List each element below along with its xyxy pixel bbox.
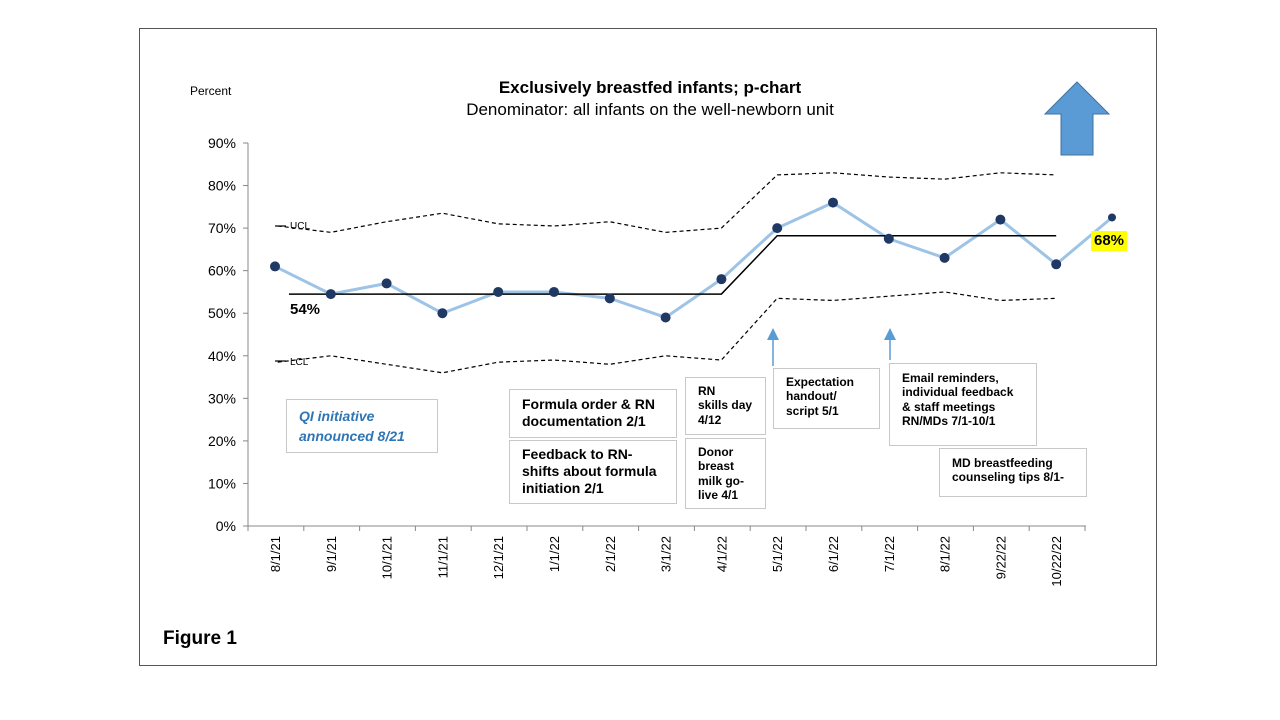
chart-title: Exclusively breastfed infants; p-chart	[499, 78, 802, 97]
y-tick-label: 30%	[208, 390, 236, 406]
x-tick-label: 10/1/21	[380, 536, 395, 579]
x-tick-label: 2/1/22	[603, 536, 618, 572]
data-point	[716, 274, 727, 285]
data-point	[437, 308, 448, 319]
annotation-line: breast	[698, 459, 735, 474]
annotation-line: RN/MDs 7/1-10/1	[902, 414, 996, 429]
data-point	[1108, 213, 1116, 222]
data-point	[325, 289, 336, 300]
data-point	[549, 286, 559, 297]
x-tick-label: 10/22/22	[1049, 536, 1064, 587]
lcl-label: LCL	[290, 357, 309, 368]
y-tick-label: 50%	[208, 305, 236, 321]
annotation-line: script 5/1	[786, 403, 839, 418]
axes	[247, 143, 1086, 527]
annotation-line: Expectation	[786, 375, 855, 389]
data-point	[1051, 259, 1062, 270]
up-arrow-icon	[1043, 81, 1111, 156]
figure-label: Figure 1	[163, 628, 237, 649]
series-ucl-line	[277, 172, 1057, 233]
y-axis-label: Percent	[190, 84, 232, 98]
x-tick-label: 8/1/22	[938, 536, 953, 572]
data-point	[772, 223, 783, 234]
annotation-rn-skills: RN skills day 4/12	[685, 377, 766, 435]
chart-subtitle: Denominator: all infants on the well-new…	[466, 100, 834, 119]
data-point	[493, 286, 504, 297]
series-lcl-line	[277, 291, 1057, 374]
series-lines	[274, 172, 1113, 374]
annotation-formula-order: Formula order & RN documentation 2/1	[509, 389, 677, 438]
data-point	[660, 312, 671, 323]
data-point	[604, 293, 615, 304]
x-tick-label: 3/1/22	[659, 536, 674, 572]
annotation-expectation: Expectation handout/ script 5/1	[773, 368, 880, 429]
y-tick-label: 0%	[216, 518, 236, 534]
y-tick-label: 60%	[208, 263, 236, 279]
annotation-line: Email reminders,	[902, 371, 999, 385]
annotation-line: initiation 2/1	[522, 479, 604, 496]
start-value-label: 54%	[290, 301, 321, 318]
annotation-email-reminders: Email reminders, individual feedback & s…	[889, 363, 1037, 446]
annotation-line: skills day	[698, 398, 753, 413]
x-tick-label: 5/1/22	[770, 536, 785, 572]
y-tick-label: 40%	[208, 348, 236, 364]
series-percent-line	[274, 200, 1113, 320]
annotation-line: handout/	[786, 389, 837, 404]
ucl-label: UCL	[290, 221, 310, 232]
annotation-line: 4/12	[698, 412, 722, 427]
data-point	[270, 261, 280, 272]
annotation-line: individual feedback	[902, 385, 1014, 400]
annotation-line: QI initiative	[299, 408, 375, 424]
x-tick-label: 6/1/22	[826, 536, 841, 572]
annotation-line: Formula order & RN	[522, 396, 656, 412]
y-tick-label: 70%	[208, 220, 236, 236]
annotation-line: shifts about formula	[522, 462, 657, 479]
annotation-line: documentation 2/1	[522, 412, 646, 429]
annotation-feedback: Feedback to RN- shifts about formula ini…	[509, 440, 677, 504]
annotation-line: announced 8/21	[299, 428, 405, 445]
annotation-line: counseling tips 8/1-	[952, 470, 1065, 485]
x-tick-label: 1/1/22	[547, 536, 562, 572]
y-tick-label: 90%	[208, 135, 236, 151]
y-axis-ticks: 0% 10% 20% 30% 40% 50% 60% 70% 80% 90%	[208, 135, 248, 534]
data-point	[828, 197, 838, 208]
x-tick-label: 9/1/21	[324, 536, 339, 572]
annotation-line: Donor	[698, 445, 734, 459]
annotation-line: MD breastfeeding	[952, 456, 1053, 470]
annotation-line: RN	[698, 384, 716, 398]
x-tick-label: 12/1/21	[491, 536, 506, 579]
annotation-line: & staff meetings	[902, 399, 996, 414]
data-point	[381, 278, 392, 289]
y-tick-label: 20%	[208, 433, 236, 449]
x-tick-label: 11/1/21	[435, 536, 450, 578]
annotation-line: milk go-	[698, 473, 745, 488]
x-tick-label: 4/1/22	[714, 536, 729, 572]
data-point	[995, 214, 1006, 225]
annotation-md-counseling: MD breastfeeding counseling tips 8/1-	[939, 448, 1087, 497]
y-tick-label: 80%	[208, 178, 236, 194]
x-tick-label: 7/1/22	[882, 536, 897, 572]
data-markers	[270, 197, 1116, 323]
data-point	[883, 233, 894, 244]
data-point	[939, 252, 950, 263]
x-axis-ticks: 8/1/21 9/1/21 10/1/21 11/1/21 12/1/21 1/1/22 2…	[247, 526, 1086, 587]
annotation-donor-milk: Donor breast milk go- live 4/1	[685, 438, 766, 509]
annotation-qi-initiative: QI initiative announced 8/21	[286, 399, 438, 453]
y-tick-label: 10%	[208, 475, 236, 491]
chart-frame	[139, 28, 1157, 666]
annotation-line: Feedback to RN-	[522, 446, 633, 462]
series-center-line	[288, 235, 1057, 295]
x-tick-label: 8/1/21	[268, 536, 283, 572]
annotation-line: live 4/1	[698, 488, 739, 503]
x-tick-label: 9/22/22	[993, 536, 1008, 579]
end-value-label: 68%	[1091, 231, 1127, 251]
